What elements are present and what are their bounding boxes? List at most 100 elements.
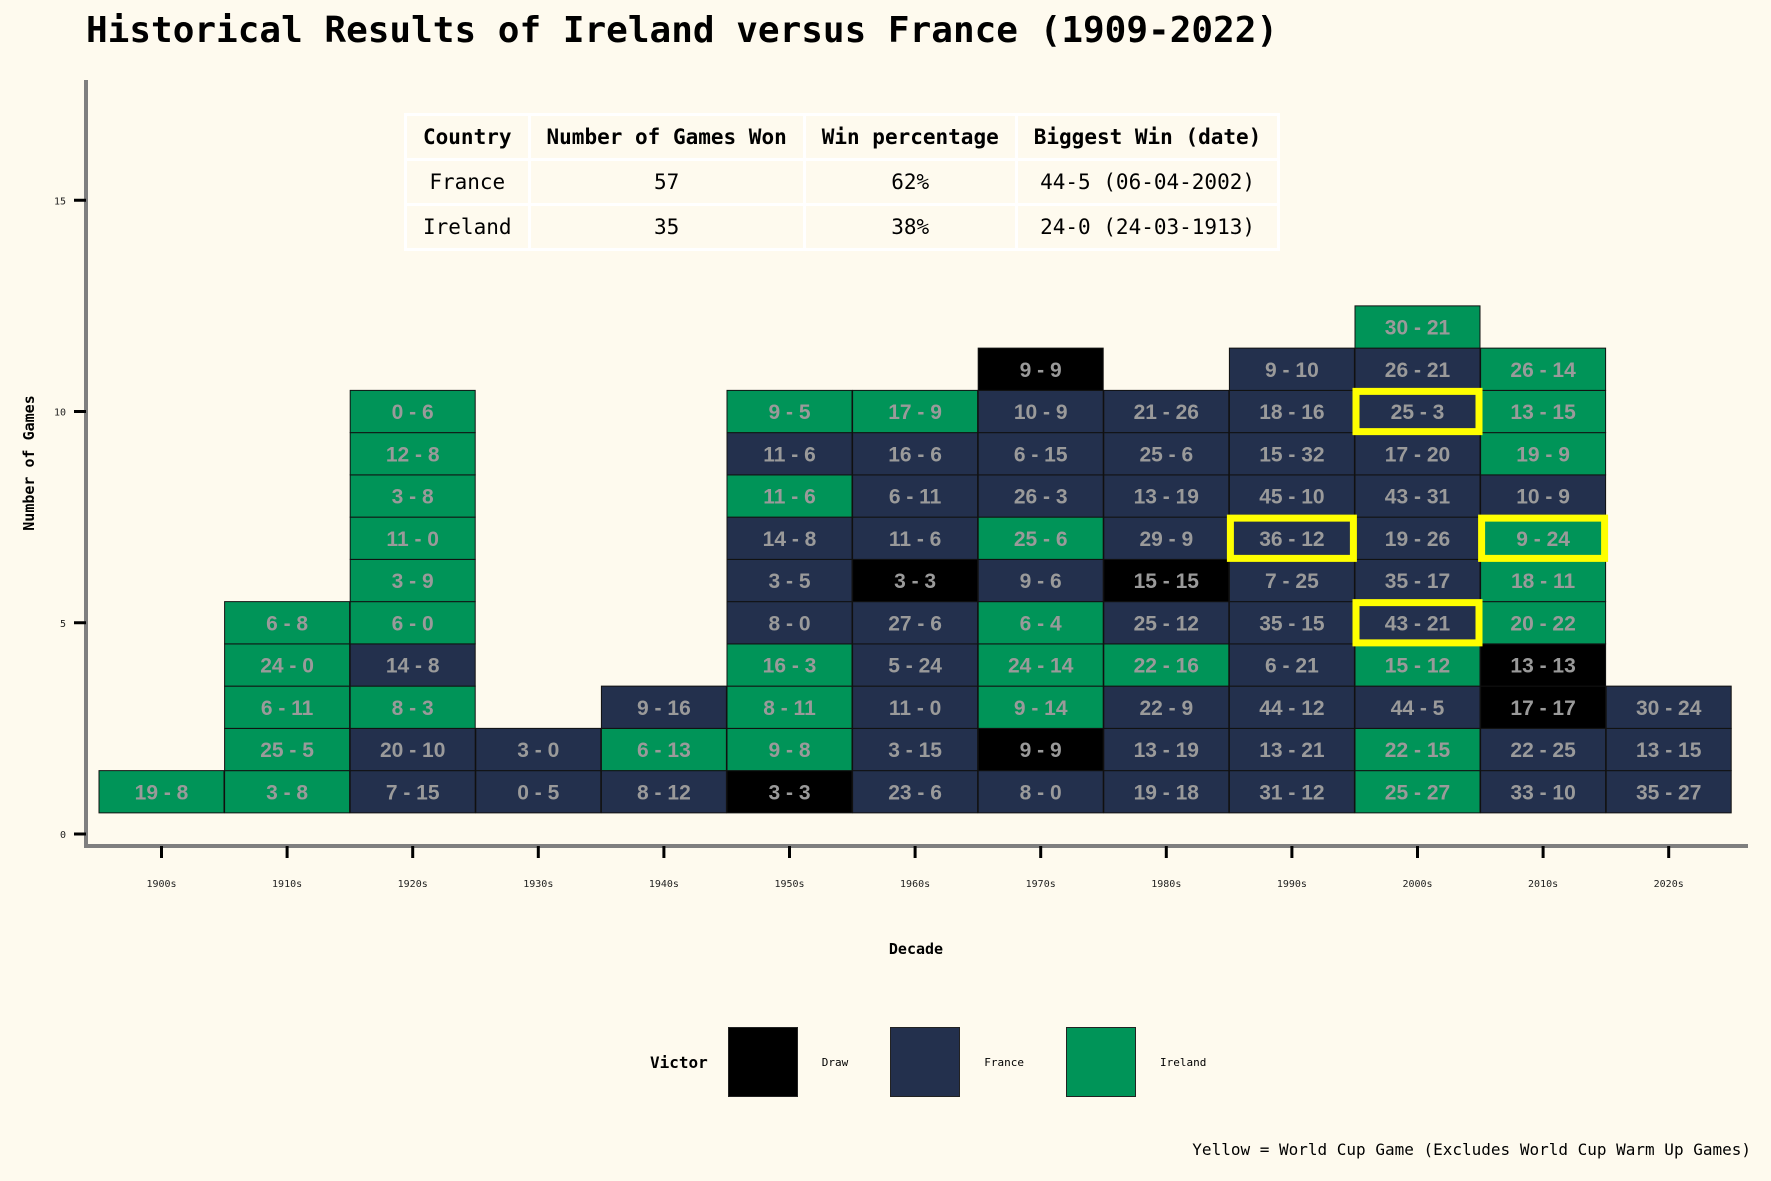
x-tick-label: 1960s <box>900 879 930 890</box>
legend: Victor Draw France Ireland <box>650 1026 1248 1098</box>
score-label: 26 - 3 <box>1014 486 1068 509</box>
score-label: 33 - 10 <box>1510 781 1575 804</box>
score-label: 23 - 6 <box>888 781 942 804</box>
score-label: 18 - 16 <box>1259 401 1324 424</box>
score-label: 6 - 8 <box>266 612 308 635</box>
score-label: 8 - 0 <box>768 612 810 635</box>
score-label: 25 - 12 <box>1134 612 1199 635</box>
x-tick-label: 1900s <box>146 879 176 890</box>
score-label: 30 - 24 <box>1636 697 1702 720</box>
summary-table-header-row: Country Number of Games Won Win percenta… <box>404 113 1281 161</box>
x-tick-label: 1910s <box>272 879 302 890</box>
table-cell: 44-5 (06-04-2002) <box>1014 158 1281 206</box>
score-label: 19 - 18 <box>1134 781 1200 804</box>
score-label: 26 - 14 <box>1510 359 1576 382</box>
game-tile <box>977 685 1104 729</box>
score-label: 6 - 11 <box>261 697 314 720</box>
game-tile <box>1354 727 1481 772</box>
table-row: France 57 62% 44-5 (06-04-2002) <box>404 158 1281 206</box>
score-label: 45 - 10 <box>1259 486 1324 509</box>
score-label: 3 - 0 <box>517 739 559 762</box>
score-label: 6 - 15 <box>1014 443 1068 466</box>
game-tile <box>224 643 351 687</box>
score-label: 17 - 20 <box>1385 443 1450 466</box>
chart-title: Historical Results of Ireland versus Fra… <box>86 10 1279 51</box>
game-tile <box>1103 474 1230 518</box>
game-tile <box>1228 770 1355 814</box>
y-tick-label: 0 <box>60 830 66 841</box>
score-label: 6 - 21 <box>1265 655 1319 678</box>
game-tile <box>1103 685 1230 729</box>
game-tile <box>726 389 853 434</box>
score-label: 17 - 17 <box>1510 697 1575 720</box>
game-tile <box>1103 389 1230 434</box>
game-tile <box>1605 727 1732 772</box>
score-label: 11 - 0 <box>889 697 942 720</box>
game-tile <box>1103 558 1230 603</box>
game-tile <box>1480 643 1607 687</box>
legend-swatch-france <box>890 1027 961 1097</box>
game-tile <box>977 516 1104 560</box>
y-tick-label: 15 <box>54 196 66 207</box>
score-label: 25 - 27 <box>1385 781 1450 804</box>
game-tile <box>349 770 476 814</box>
score-label: 3 - 8 <box>266 781 308 804</box>
score-label: 18 - 11 <box>1511 570 1576 593</box>
game-tile <box>852 685 979 729</box>
score-label: 15 - 32 <box>1259 443 1324 466</box>
game-tile <box>977 389 1104 434</box>
game-tile <box>349 643 476 687</box>
score-label: 13 - 21 <box>1259 739 1325 762</box>
game-tile <box>1103 601 1230 645</box>
game-tile <box>349 389 476 434</box>
score-label: 15 - 15 <box>1134 570 1200 593</box>
game-tile <box>475 770 602 814</box>
score-label: 17 - 9 <box>888 401 942 424</box>
x-tick-label: 1950s <box>774 879 804 890</box>
legend-swatch-ireland <box>1066 1027 1137 1097</box>
score-label: 6 - 4 <box>1020 612 1062 635</box>
game-tile <box>852 558 979 603</box>
header-win-percentage: Win percentage <box>802 113 1018 161</box>
score-label: 8 - 12 <box>637 781 691 804</box>
score-label: 19 - 9 <box>1516 443 1570 466</box>
score-label: 9 - 16 <box>637 697 691 720</box>
score-label: 25 - 6 <box>1014 528 1068 551</box>
score-label: 9 - 10 <box>1265 359 1319 382</box>
header-games-won: Number of Games Won <box>527 113 806 161</box>
score-label: 19 - 8 <box>135 781 189 804</box>
table-cell: 62% <box>802 158 1018 206</box>
score-label: 43 - 21 <box>1385 612 1451 635</box>
game-tile <box>726 643 853 687</box>
score-label: 3 - 3 <box>894 570 936 593</box>
game-tile <box>852 601 979 645</box>
score-label: 25 - 3 <box>1391 401 1445 424</box>
game-tile <box>1354 305 1481 349</box>
world-cup-highlight <box>1226 514 1357 562</box>
score-label: 16 - 3 <box>763 655 817 678</box>
x-tick-label: 1930s <box>523 879 553 890</box>
game-tile <box>852 474 979 518</box>
game-tile <box>1354 558 1481 603</box>
x-tick-label: 2020s <box>1654 879 1684 890</box>
score-label: 8 - 3 <box>392 697 434 720</box>
score-label: 24 - 14 <box>1008 655 1074 678</box>
game-tile <box>852 389 979 434</box>
table-cell: 35 <box>527 203 806 251</box>
score-label: 3 - 15 <box>888 739 942 762</box>
game-tile <box>726 432 853 476</box>
x-tick-label: 2000s <box>1402 879 1432 890</box>
game-tile <box>1354 770 1481 814</box>
score-label: 6 - 11 <box>889 486 942 509</box>
score-label: 24 - 0 <box>260 655 314 678</box>
game-tile <box>1480 685 1607 729</box>
score-label: 10 - 9 <box>1516 486 1570 509</box>
x-tick-label: 1980s <box>1151 879 1181 890</box>
game-tile <box>1354 601 1481 645</box>
game-tile <box>1103 770 1230 814</box>
score-label: 22 - 16 <box>1134 655 1199 678</box>
game-tile <box>349 432 476 476</box>
score-label: 8 - 11 <box>763 697 816 720</box>
score-label: 3 - 9 <box>392 570 434 593</box>
x-tick-label: 2010s <box>1528 879 1558 890</box>
